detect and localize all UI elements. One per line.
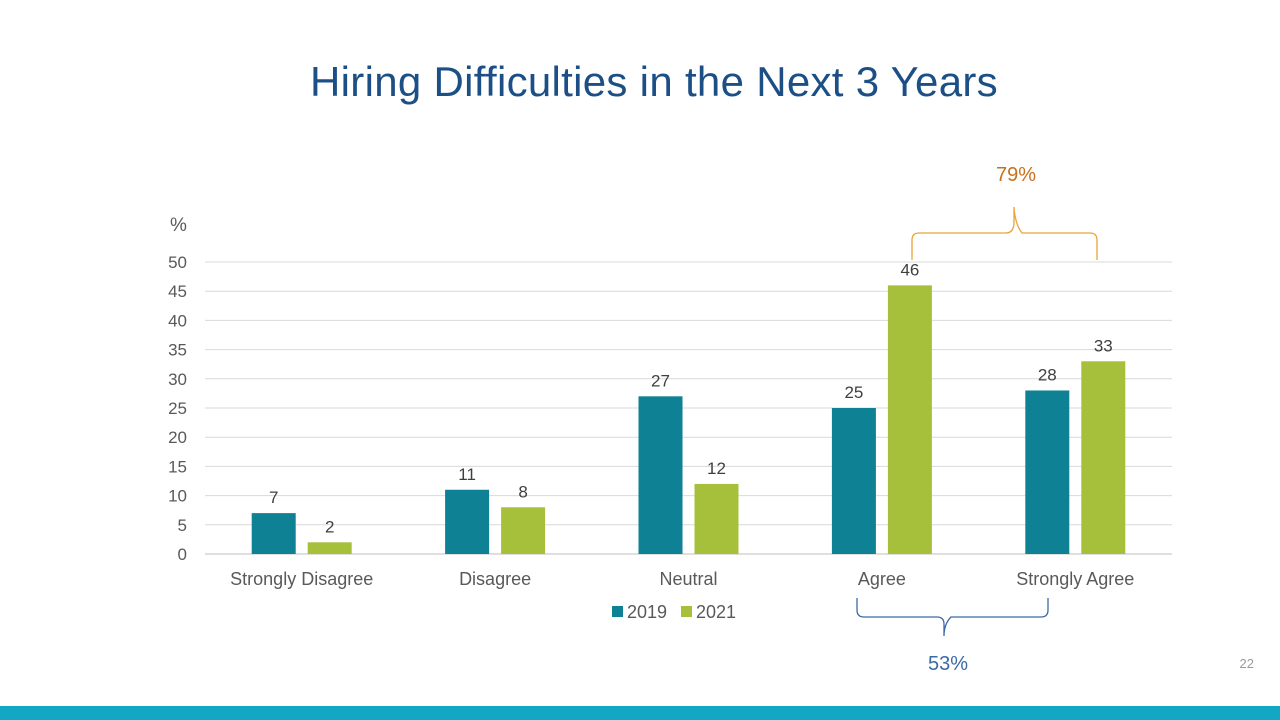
x-tick-label: Strongly Agree [1016,569,1134,589]
data-label: 8 [518,482,527,501]
y-tick-label: 45 [168,282,187,301]
x-tick-label: Neutral [659,569,717,589]
y-tick-label: 50 [168,253,187,272]
y-tick-label: 5 [178,516,187,535]
bar-2021-disagree [501,507,546,554]
data-label: 2 [325,517,334,536]
bar-2021-agree [887,285,932,554]
annotation-53-percent: 53% [856,598,1049,675]
data-label: 12 [707,459,726,478]
y-tick-label: 20 [168,428,187,447]
y-tick-label: 10 [168,487,187,506]
y-axis-label: % [170,215,187,236]
y-tick-label: 30 [168,370,187,389]
y-tick-label: 15 [168,457,187,476]
y-tick-label: 25 [168,399,187,418]
bar-2021-strongly-disagree [307,542,352,554]
data-label: 33 [1094,336,1113,355]
axes: % 0 5 10 15 20 25 30 35 40 45 50 Strongly Disagree D… [168,215,1134,589]
data-label: 46 [900,260,919,279]
slide-title: Hiring Difficulties in the Next 3 Years [310,58,998,105]
bar-2021-neutral [694,483,739,554]
bar-2019-neutral [638,396,683,554]
data-label: 11 [458,465,476,484]
legend-swatch-2021 [681,606,692,617]
y-tick-label: 0 [178,545,187,564]
bracket-bottom [856,598,1049,637]
bracket-top [911,206,1098,260]
data-label: 25 [844,383,863,402]
bar-2019-strongly-disagree [251,513,296,554]
page-number: 22 [1239,656,1254,671]
data-label: 27 [651,371,670,390]
bar-2019-strongly-agree [1025,390,1070,554]
bar-2019-disagree [445,489,490,554]
data-label: 7 [269,488,278,507]
annotation-top-label: 79% [996,164,1036,186]
bars [251,285,1126,554]
footer-band [0,706,1280,720]
data-labels: 7 2 11 8 27 12 25 46 28 33 [269,260,1113,536]
annotation-79-percent: 79% [911,164,1098,260]
data-label: 28 [1038,365,1057,384]
bar-2021-strongly-agree [1081,361,1126,554]
y-tick-label: 35 [168,341,187,360]
x-tick-label: Disagree [459,569,531,589]
legend-swatch-2019 [612,606,623,617]
legend: 2019 2021 [612,602,736,622]
legend-label-2019: 2019 [627,602,667,622]
bar-2019-agree [831,408,876,554]
legend-label-2021: 2021 [696,602,736,622]
y-tick-label: 40 [168,311,187,330]
annotation-bottom-label: 53% [928,653,968,675]
x-tick-label: Agree [858,569,906,589]
x-tick-label: Strongly Disagree [230,569,373,589]
gridlines [205,261,1172,555]
